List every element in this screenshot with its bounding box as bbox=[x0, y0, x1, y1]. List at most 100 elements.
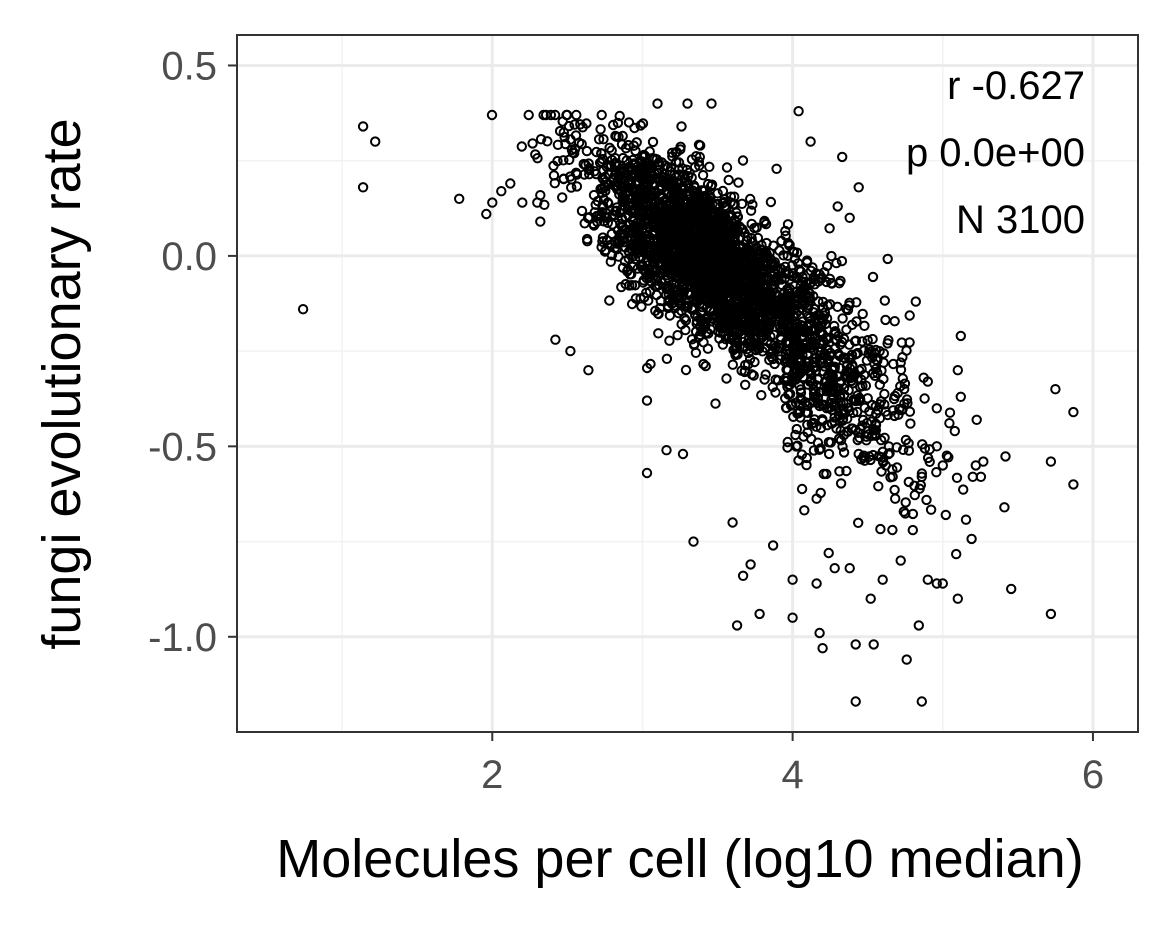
data-point bbox=[843, 352, 855, 363]
data-point bbox=[693, 293, 705, 305]
data-point bbox=[700, 294, 712, 305]
data-point bbox=[792, 440, 803, 451]
data-point bbox=[895, 364, 907, 375]
data-point bbox=[817, 643, 828, 654]
data-point bbox=[712, 225, 724, 236]
data-point bbox=[931, 441, 942, 452]
data-point bbox=[787, 612, 798, 623]
data-point bbox=[637, 118, 649, 129]
data-point bbox=[967, 471, 978, 482]
data-point bbox=[496, 186, 507, 197]
x-tick-label: 6 bbox=[1082, 753, 1104, 797]
data-point bbox=[699, 231, 710, 242]
data-point bbox=[733, 177, 744, 188]
data-point bbox=[905, 418, 916, 429]
data-point bbox=[663, 300, 674, 312]
data-point bbox=[1045, 608, 1057, 620]
data-point bbox=[636, 301, 647, 312]
data-point bbox=[694, 220, 705, 232]
data-point bbox=[647, 136, 659, 148]
data-point bbox=[858, 345, 870, 356]
data-point bbox=[516, 141, 527, 152]
data-point bbox=[736, 198, 748, 210]
data-point bbox=[631, 225, 643, 237]
data-point bbox=[653, 240, 664, 251]
data-point bbox=[833, 403, 844, 414]
data-point bbox=[646, 194, 657, 205]
data-point bbox=[898, 506, 909, 517]
data-point bbox=[1045, 456, 1057, 467]
data-point bbox=[740, 359, 751, 371]
data-point bbox=[780, 393, 791, 404]
data-point bbox=[542, 136, 553, 147]
data-point bbox=[894, 403, 905, 415]
data-point bbox=[723, 174, 734, 186]
data-point bbox=[724, 318, 736, 330]
data-point bbox=[944, 418, 955, 429]
data-point bbox=[960, 514, 972, 525]
data-point bbox=[826, 384, 837, 395]
data-point bbox=[740, 296, 752, 307]
data-point bbox=[606, 145, 617, 156]
data-point bbox=[584, 212, 595, 223]
data-point bbox=[658, 263, 670, 274]
data-point bbox=[797, 324, 808, 335]
data-point bbox=[898, 444, 909, 455]
data-point bbox=[688, 536, 699, 547]
data-point bbox=[584, 169, 595, 180]
data-point bbox=[727, 359, 738, 370]
data-point bbox=[901, 654, 912, 665]
data-point bbox=[846, 371, 858, 382]
data-point bbox=[607, 219, 618, 230]
data-point bbox=[517, 197, 528, 208]
data-point bbox=[884, 448, 895, 459]
data-point bbox=[802, 427, 813, 438]
data-point bbox=[638, 264, 649, 275]
data-point bbox=[879, 399, 890, 410]
data-point bbox=[592, 216, 603, 228]
data-point bbox=[725, 210, 737, 221]
data-point bbox=[728, 301, 739, 312]
data-point bbox=[835, 275, 846, 287]
data-point bbox=[732, 254, 744, 265]
data-point bbox=[814, 444, 825, 455]
data-point bbox=[771, 344, 783, 355]
stat-p-annotation: p 0.0e+00 bbox=[906, 131, 1085, 175]
data-point bbox=[814, 627, 825, 639]
data-point bbox=[726, 320, 737, 332]
data-point bbox=[643, 295, 654, 306]
data-point bbox=[846, 423, 857, 434]
data-point bbox=[597, 232, 609, 243]
data-point bbox=[626, 280, 638, 291]
data-point bbox=[790, 374, 801, 385]
data-point bbox=[856, 454, 867, 465]
data-point bbox=[721, 162, 733, 173]
data-point bbox=[672, 194, 683, 206]
data-point bbox=[605, 256, 616, 267]
data-point bbox=[817, 400, 828, 411]
data-point bbox=[577, 122, 588, 133]
data-point bbox=[895, 555, 906, 566]
data-point bbox=[916, 468, 928, 479]
data-point bbox=[909, 480, 920, 491]
data-point bbox=[454, 193, 465, 205]
data-point bbox=[550, 334, 561, 345]
data-point bbox=[486, 109, 498, 121]
panel-border bbox=[236, 34, 1139, 733]
data-point bbox=[684, 287, 695, 298]
data-point bbox=[681, 237, 692, 248]
data-point bbox=[907, 524, 918, 536]
data-point bbox=[827, 370, 838, 382]
data-point bbox=[951, 548, 962, 560]
data-point bbox=[724, 300, 736, 311]
data-point bbox=[673, 307, 684, 319]
data-point bbox=[703, 255, 714, 266]
data-point bbox=[636, 156, 647, 167]
data-point bbox=[801, 452, 812, 464]
data-point bbox=[931, 403, 942, 414]
data-point bbox=[695, 140, 706, 151]
data-point bbox=[734, 276, 745, 287]
data-point bbox=[823, 547, 834, 559]
stat-n-annotation: N 3100 bbox=[956, 198, 1085, 242]
data-point bbox=[661, 445, 672, 456]
